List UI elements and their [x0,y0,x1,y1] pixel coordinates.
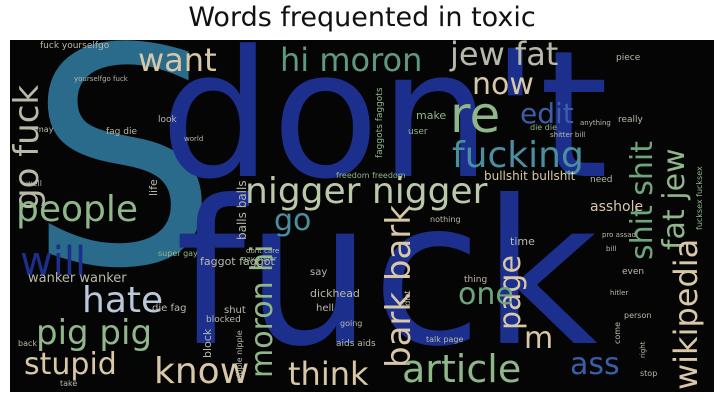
word-article: article [402,347,522,391]
word-freedom: freedom freedom [336,171,406,180]
word-dont: don't [160,40,609,218]
word-hell: hell [316,303,335,314]
word-back: back [18,339,38,348]
word-want: want [138,41,217,79]
word-ass: ass [570,347,620,382]
word-user: user [408,127,428,137]
word-may: may [36,125,54,134]
word-bark-bark: bark bark [379,205,419,368]
word-m: m [524,321,554,356]
word-dont-care: dont care [246,247,280,255]
word-people: people [16,189,139,230]
word-even: even [622,267,645,277]
word-yourselfgo-fuck: yourselfgo fuck [74,75,128,83]
word-will: will [20,239,87,285]
word-really: really [618,115,643,125]
word-die-fag: die fag [152,303,187,314]
word-now: now [472,67,534,102]
word-bullshit: bullshit bullshit [484,169,576,183]
word-piece: piece [616,53,641,63]
word-nigger-nigger: nigger nigger [245,171,488,212]
word-super-gay: super gay [158,249,198,258]
word-time: time [510,235,535,248]
word-right: right [639,341,647,358]
word-s: S [28,40,219,334]
word-fucking: fucking [452,135,584,176]
word-hi-moron: hi moron [280,41,423,79]
word-talk-page: talk page [426,335,464,344]
word-take: take [60,379,78,388]
word-person: person [624,311,652,320]
word-hate: hate [82,280,164,321]
word-die-die: die die [530,123,557,132]
word-know: know [154,351,250,392]
word-life: life [147,179,160,196]
word-stupid: stupid [24,347,117,382]
word-nipple: nipple nipple [235,330,244,382]
word-hitler: hitler [610,289,629,297]
word-bill: bill [606,245,617,253]
word-need: need [590,175,613,185]
word-make: make [416,109,447,122]
figure-title: Words frequented in toxic [188,2,536,33]
word-block: block [201,328,214,358]
word-say: say [310,267,328,278]
word-stop: stop [640,369,658,378]
word-fuck: fuck [175,158,598,391]
word-fat-jew: fat jew [657,148,692,250]
word-cloud: S don't fuck want hi moron jew fat fat j… [10,40,714,392]
word-anything: anything [580,119,611,127]
word-re: re [450,86,501,144]
word-nothing: nothing [430,215,461,224]
word-fuck-yourselfgo: fuck yourselfgo [40,41,110,51]
word-faggot: faggot faggot [200,255,275,268]
word-balls: balls balls [235,180,249,240]
word-going: going [340,319,363,328]
word-look: look [158,115,177,125]
word-jew-fat: jew fat [450,40,559,73]
word-pro-assad: pro assad [602,231,636,239]
word-wanker: wanker wanker [28,271,127,286]
word-aids: aids aids [336,339,376,349]
word-gay-super: gay super [242,255,277,263]
word-idiot: idiot [403,290,412,308]
word-one: one [458,277,514,312]
word-think: think [288,355,369,392]
word-world: world [184,135,204,143]
word-asshole: asshole [590,199,644,215]
word-blocked: blocked [206,315,241,325]
word-go: go [274,203,312,238]
word-faggots: faggots faggots [375,87,385,158]
word-well: well [26,179,42,188]
word-shut: shut [224,305,246,316]
word-edit: edit [520,97,574,130]
word-come: come [613,321,622,344]
word-fag-die: fag die [106,127,138,137]
word-shitter-bill: shitter bill [550,131,586,139]
word-wikipedia: wikipedia [667,238,705,390]
word-dickhead: dickhead [310,287,360,300]
word-thing: thing [464,275,488,285]
word-fucksex: fucksex fucksex [695,166,704,230]
word-pig-pig: pig pig [36,313,153,353]
